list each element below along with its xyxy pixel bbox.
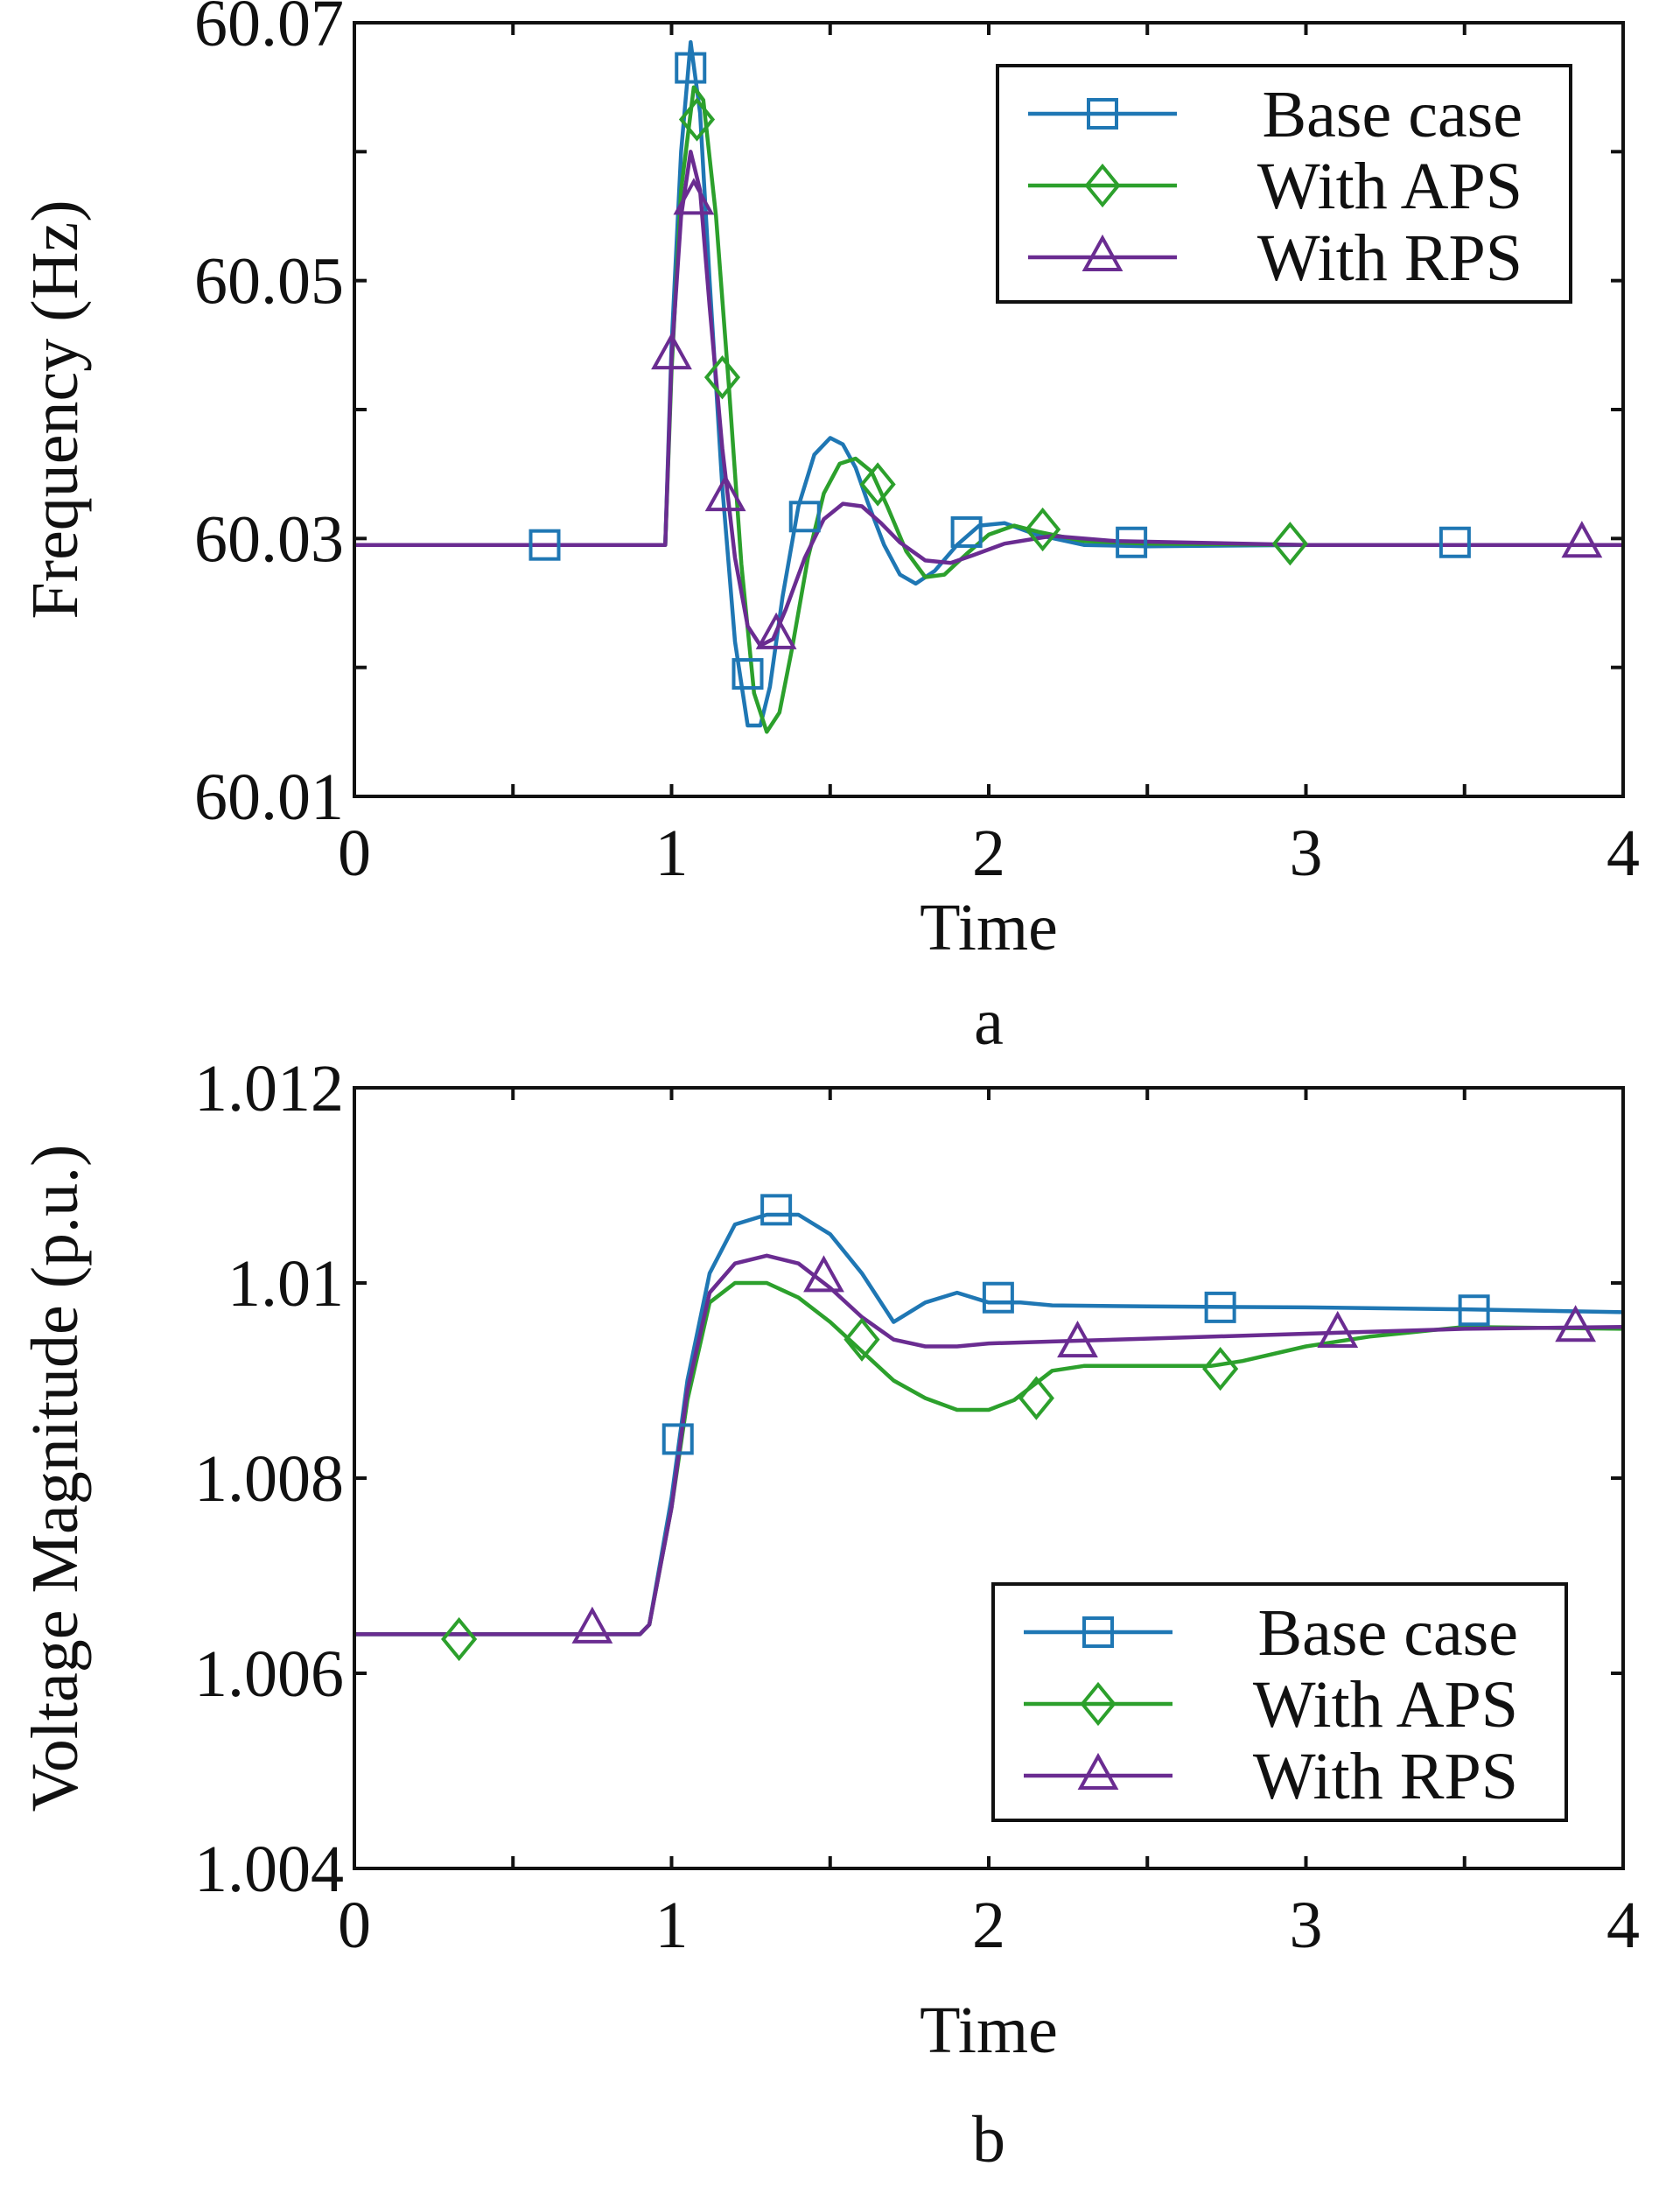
x-tick-label: 1 <box>655 1889 689 1962</box>
data-marker-0-5 <box>1116 526 1148 558</box>
x-axis-title: Time <box>920 891 1058 964</box>
legend-label-0: Base case <box>1262 78 1522 151</box>
legend-marker-2 <box>1082 234 1124 271</box>
series-line-0 <box>354 39 1623 728</box>
data-marker-0-2 <box>732 658 764 690</box>
legend-marker-2 <box>1077 1752 1119 1790</box>
data-marker-2-2 <box>704 474 746 512</box>
data-marker-2-4 <box>1561 521 1603 558</box>
series-line-2 <box>354 1253 1624 1637</box>
data-marker-0-3 <box>788 501 821 533</box>
series-line-1 <box>354 85 1623 734</box>
y-tick-label: 1.006 <box>194 1637 344 1711</box>
y-tick-label: 60.01 <box>194 761 344 834</box>
x-tick-label: 0 <box>338 1889 371 1962</box>
data-marker-0-1 <box>760 1194 793 1226</box>
data-marker-2-3 <box>755 612 797 649</box>
legend-marker-0 <box>1082 1616 1114 1648</box>
data-marker-2-4 <box>1555 1305 1597 1342</box>
data-marker-1-3 <box>1025 507 1061 552</box>
data-marker-0-0 <box>662 1423 694 1455</box>
data-marker-2-3 <box>1317 1310 1359 1348</box>
data-marker-1-3 <box>1202 1346 1239 1391</box>
data-marker-1-4 <box>1271 522 1308 566</box>
data-marker-1-2 <box>859 462 896 507</box>
legend-marker-0 <box>1087 98 1118 130</box>
data-marker-1-0 <box>441 1616 478 1662</box>
frequency-chart: 0 1 2 3 4 60.01 60.03 60.05 60.07 Time Frequency (… <box>18 0 1640 1059</box>
data-marker-0-6 <box>1438 526 1471 558</box>
x-tick-label: 4 <box>1606 817 1640 890</box>
x-tick-label: 4 <box>1606 1889 1640 1962</box>
y-tick-label: 1.012 <box>194 1052 344 1125</box>
x-tick-label: 2 <box>972 817 1005 890</box>
data-marker-2-2 <box>1057 1321 1098 1358</box>
x-tick-label: 0 <box>338 817 371 890</box>
data-marker-2-1 <box>673 178 715 215</box>
legend-marker-1 <box>1080 1681 1116 1727</box>
data-marker-0-0 <box>528 529 561 561</box>
y-tick-label: 1.004 <box>194 1833 344 1906</box>
legend-label-2: With RPS <box>1253 1740 1518 1813</box>
x-axis-title: Time <box>920 1994 1058 2067</box>
series-line-0 <box>354 1212 1624 1637</box>
legend-label-2: With RPS <box>1257 221 1522 295</box>
y-axis-title: Frequency (Hz) <box>18 200 92 619</box>
panel-caption: a <box>974 985 1004 1059</box>
y-tick-label: 60.03 <box>194 502 344 576</box>
series-line-2 <box>354 150 1623 648</box>
legend-label-0: Base case <box>1257 1596 1518 1670</box>
data-marker-2-0 <box>651 333 692 370</box>
x-tick-label: 1 <box>655 817 689 890</box>
y-tick-label: 1.01 <box>228 1247 344 1321</box>
y-axis-title: Voltage Magnitude (p.u.) <box>18 1145 92 1812</box>
x-tick-label: 3 <box>1290 817 1323 890</box>
legend-marker-1 <box>1084 163 1121 208</box>
legend-label-1: With APS <box>1253 1668 1518 1742</box>
legend-label-1: With APS <box>1257 150 1522 223</box>
data-marker-0-2 <box>982 1281 1014 1314</box>
voltage-chart: 0 1 2 3 4 1.004 1.006 1.008 1.01 1.012 Time Voltage… <box>18 1052 1640 2176</box>
y-tick-label: 60.07 <box>194 0 344 60</box>
data-marker-1-0 <box>678 97 716 142</box>
series-line-1 <box>354 1280 1624 1637</box>
x-tick-label: 2 <box>972 1889 1005 1962</box>
y-tick-label: 1.008 <box>194 1442 344 1516</box>
data-marker-2-1 <box>803 1255 844 1293</box>
data-marker-0-3 <box>1204 1291 1236 1323</box>
data-marker-0-4 <box>950 515 983 548</box>
data-marker-2-0 <box>571 1606 613 1644</box>
panel-caption: b <box>972 2103 1005 2176</box>
y-tick-label: 60.05 <box>194 245 344 319</box>
data-marker-0-1 <box>675 52 707 84</box>
data-marker-0-4 <box>1458 1294 1490 1327</box>
x-tick-label: 3 <box>1290 1889 1323 1962</box>
data-marker-1-1 <box>704 355 741 400</box>
data-marker-1-2 <box>1018 1376 1054 1420</box>
data-marker-1-1 <box>844 1317 880 1362</box>
